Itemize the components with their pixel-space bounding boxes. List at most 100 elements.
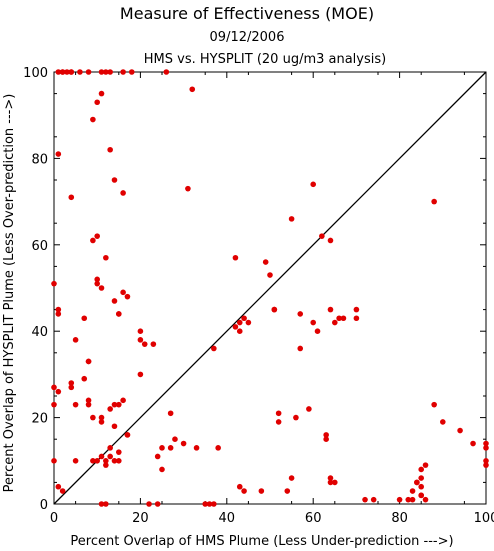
data-point <box>98 69 105 75</box>
data-point <box>332 479 338 486</box>
data-point <box>94 99 100 106</box>
data-point <box>98 419 105 425</box>
data-point <box>262 259 269 265</box>
data-point <box>409 496 416 503</box>
data-point <box>327 479 334 486</box>
data-point <box>470 440 476 447</box>
data-point <box>85 358 92 365</box>
data-point <box>327 306 334 313</box>
data-point <box>68 384 75 391</box>
y-tick-label: 60 <box>31 239 48 254</box>
data-point <box>107 445 113 451</box>
data-point <box>396 496 403 503</box>
data-point <box>319 233 325 239</box>
data-point <box>55 483 62 490</box>
data-point <box>59 69 66 75</box>
data-point <box>94 458 100 464</box>
data-point <box>163 69 170 75</box>
data-point <box>297 345 304 352</box>
data-point <box>297 311 304 317</box>
data-point <box>111 401 118 408</box>
data-point <box>236 328 243 335</box>
data-point <box>418 466 425 473</box>
data-point <box>293 414 299 421</box>
data-point <box>232 254 239 261</box>
data-point <box>275 419 282 425</box>
data-point <box>180 440 187 447</box>
data-point <box>206 501 213 507</box>
y-tick-label: 100 <box>23 66 48 81</box>
data-point <box>137 328 144 335</box>
data-point <box>107 406 113 412</box>
data-point <box>306 406 312 412</box>
y-tick-label: 20 <box>31 412 48 427</box>
data-point <box>90 458 96 464</box>
data-point <box>94 233 100 239</box>
data-point <box>418 492 425 499</box>
data-point <box>327 237 334 244</box>
data-point <box>146 501 152 507</box>
data-point <box>189 86 196 93</box>
data-point <box>85 397 92 404</box>
data-point <box>275 410 282 417</box>
data-point <box>327 475 334 481</box>
data-point <box>107 146 113 153</box>
data-point <box>116 458 122 464</box>
data-point <box>370 496 377 503</box>
data-point <box>85 401 92 408</box>
data-point <box>116 401 122 408</box>
plot-area: 0 20 40 60 80 100 0 20 40 60 80 100 <box>23 66 494 526</box>
data-point <box>120 289 126 296</box>
data-point <box>124 293 131 300</box>
data-point <box>154 501 161 507</box>
data-point <box>55 311 62 317</box>
data-point <box>90 414 96 421</box>
data-point <box>405 496 412 503</box>
data-point <box>111 177 118 183</box>
data-point <box>232 324 239 330</box>
data-point <box>215 445 221 451</box>
data-point <box>137 371 144 378</box>
x-tick-label: 60 <box>305 511 322 526</box>
data-point <box>64 69 70 75</box>
data-point <box>241 488 247 494</box>
data-point <box>111 423 118 430</box>
data-point <box>340 315 347 322</box>
data-point <box>431 198 437 205</box>
data-point <box>128 69 135 75</box>
data-point <box>111 298 118 304</box>
data-point <box>431 401 437 408</box>
data-point <box>336 315 342 322</box>
data-point <box>483 440 489 447</box>
data-point <box>457 427 463 434</box>
data-point <box>483 462 489 468</box>
data-point <box>245 319 252 326</box>
data-point <box>90 116 96 123</box>
chart-date: 09/12/2006 <box>210 30 285 45</box>
data-point <box>98 501 105 507</box>
data-point <box>120 397 126 404</box>
data-point <box>124 432 131 438</box>
data-point <box>94 280 100 287</box>
data-point <box>72 458 79 464</box>
data-point <box>353 315 360 322</box>
data-point <box>409 488 416 494</box>
data-point <box>323 436 329 443</box>
data-point <box>211 501 217 507</box>
data-point <box>107 453 113 460</box>
y-tick-label: 80 <box>31 152 48 167</box>
data-point <box>98 90 105 97</box>
data-point <box>362 496 368 503</box>
x-tick-label: 0 <box>50 511 58 526</box>
data-point <box>116 449 122 455</box>
chart-title: Measure of Effectiveness (MOE) <box>120 4 374 23</box>
data-point <box>202 501 208 507</box>
x-tick-label: 100 <box>474 511 494 526</box>
data-point <box>68 380 75 386</box>
y-axis-label: Percent Overlap of HYSPLIT Plume (Less O… <box>2 94 17 493</box>
data-point <box>51 280 57 287</box>
data-point <box>193 445 200 451</box>
data-point <box>185 185 191 192</box>
data-point <box>236 319 243 326</box>
